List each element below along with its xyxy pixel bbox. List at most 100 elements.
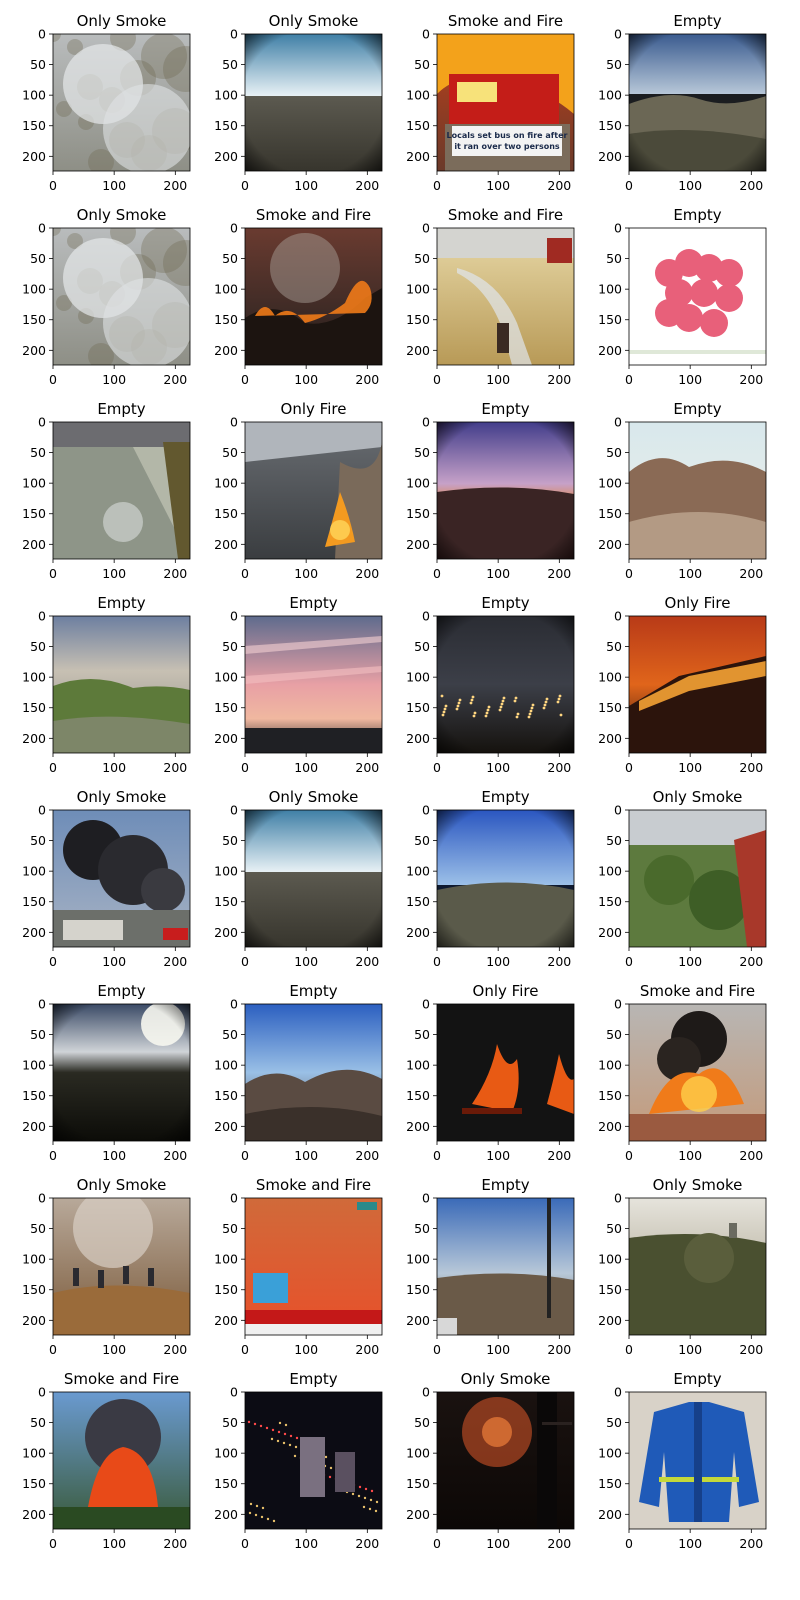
x-tick-label: 0 <box>49 566 57 581</box>
y-tick-label: 100 <box>406 1058 430 1073</box>
y-tick-label: 50 <box>222 833 238 848</box>
y-tick-label: 100 <box>598 670 622 685</box>
x-tick-label: 0 <box>625 1148 633 1163</box>
x-tick-label: 200 <box>355 1148 379 1163</box>
y-tick-label: 50 <box>606 445 622 460</box>
y-tick-label: 50 <box>414 445 430 460</box>
x-tick-label: 200 <box>355 178 379 193</box>
axes-frame <box>244 1003 383 1142</box>
panel-title: Empty <box>673 206 721 224</box>
y-tick-label: 200 <box>406 1507 430 1522</box>
x-tick-label: 100 <box>294 1148 318 1163</box>
panel-image <box>628 421 767 560</box>
y-tick-label: 200 <box>214 731 238 746</box>
x-tick-label: 0 <box>241 760 249 775</box>
y-tick-label: 150 <box>598 1088 622 1103</box>
y-tick-label: 150 <box>406 894 430 909</box>
y-tick-label: 50 <box>414 833 430 848</box>
x-tick-label: 100 <box>102 566 126 581</box>
axes-frame <box>52 1003 191 1142</box>
panel-title: Empty <box>481 1176 529 1194</box>
axes-frame <box>244 809 383 948</box>
x-tick-label: 0 <box>241 1148 249 1163</box>
x-tick-label: 200 <box>547 1148 571 1163</box>
y-tick-label: 0 <box>230 415 238 430</box>
y-tick-label: 200 <box>406 537 430 552</box>
y-tick-label: 150 <box>22 312 46 327</box>
y-tick-label: 100 <box>214 1446 238 1461</box>
x-tick-label: 0 <box>241 954 249 969</box>
x-tick-label: 100 <box>102 372 126 387</box>
y-tick-label: 100 <box>22 864 46 879</box>
y-tick-label: 200 <box>214 149 238 164</box>
y-tick-label: 100 <box>22 282 46 297</box>
y-tick-label: 200 <box>214 1313 238 1328</box>
x-tick-label: 200 <box>355 954 379 969</box>
x-tick-label: 100 <box>486 954 510 969</box>
axes-frame <box>628 1197 767 1336</box>
y-tick-label: 0 <box>614 415 622 430</box>
y-tick-label: 100 <box>214 88 238 103</box>
y-tick-label: 100 <box>598 864 622 879</box>
panel-image <box>52 33 191 172</box>
x-tick-label: 100 <box>294 954 318 969</box>
y-tick-label: 50 <box>222 639 238 654</box>
x-tick-label: 100 <box>678 954 702 969</box>
panel-image <box>628 33 767 172</box>
y-tick-label: 200 <box>22 149 46 164</box>
y-tick-label: 200 <box>214 925 238 940</box>
panel-image <box>52 1003 191 1142</box>
axes-frame <box>436 421 575 560</box>
x-tick-label: 100 <box>678 1342 702 1357</box>
x-tick-label: 0 <box>241 566 249 581</box>
x-tick-label: 0 <box>625 760 633 775</box>
y-tick-label: 150 <box>406 700 430 715</box>
panel-title: Smoke and Fire <box>256 1176 371 1194</box>
y-tick-label: 150 <box>406 506 430 521</box>
x-tick-label: 100 <box>486 1148 510 1163</box>
y-tick-label: 0 <box>422 27 430 42</box>
panel-title: Only Smoke <box>461 1370 551 1388</box>
panel-title: Smoke and Fire <box>448 206 563 224</box>
y-tick-label: 200 <box>406 1119 430 1134</box>
panel-title: Only Smoke <box>269 12 359 30</box>
y-tick-label: 150 <box>214 506 238 521</box>
x-tick-label: 200 <box>163 1342 187 1357</box>
axes-frame <box>52 809 191 948</box>
y-tick-label: 150 <box>22 118 46 133</box>
panel-title: Only Smoke <box>653 1176 743 1194</box>
axes-frame <box>52 1197 191 1336</box>
x-tick-label: 0 <box>625 178 633 193</box>
x-tick-label: 100 <box>294 1342 318 1357</box>
y-tick-label: 200 <box>22 1119 46 1134</box>
x-tick-label: 0 <box>241 372 249 387</box>
axes-frame <box>436 227 575 366</box>
panel-title: Empty <box>97 400 145 418</box>
y-tick-label: 50 <box>222 1415 238 1430</box>
x-tick-label: 200 <box>355 1536 379 1551</box>
x-tick-label: 100 <box>102 954 126 969</box>
panel-title: Only Smoke <box>77 1176 167 1194</box>
y-tick-label: 200 <box>406 1313 430 1328</box>
y-tick-label: 50 <box>222 1221 238 1236</box>
y-tick-label: 50 <box>414 639 430 654</box>
y-tick-label: 50 <box>606 833 622 848</box>
y-tick-label: 150 <box>22 506 46 521</box>
x-tick-label: 200 <box>163 1536 187 1551</box>
x-tick-label: 100 <box>102 760 126 775</box>
panel-image <box>244 1391 383 1530</box>
y-tick-label: 150 <box>22 700 46 715</box>
y-tick-label: 200 <box>598 731 622 746</box>
x-tick-label: 0 <box>625 1342 633 1357</box>
y-tick-label: 0 <box>422 221 430 236</box>
y-tick-label: 100 <box>22 1058 46 1073</box>
y-tick-label: 200 <box>22 537 46 552</box>
panel-image <box>244 1197 383 1336</box>
